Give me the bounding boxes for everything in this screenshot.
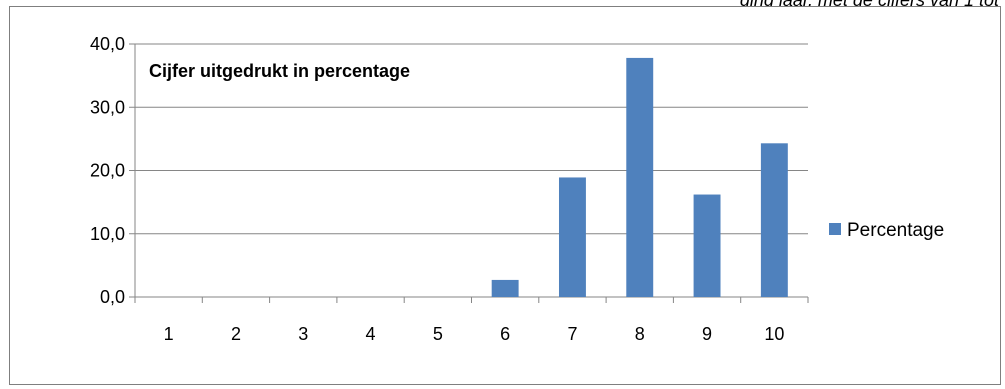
chart-frame [9, 6, 1001, 385]
header-strip: ging jaar, met de cijfers van 1 tot [0, 0, 1005, 14]
x-tick-label: 5 [433, 324, 443, 344]
tick-labels: 0,0 10,0 20,0 30,0 40,0 1 2 3 4 5 6 7 8 9 10 [90, 34, 784, 344]
x-tick-label: 4 [366, 324, 376, 344]
bar-6 [491, 279, 519, 297]
legend-swatch [829, 223, 841, 235]
x-tick-label: 6 [500, 324, 510, 344]
bar-10 [760, 143, 788, 297]
y-tick-label: 40,0 [90, 34, 125, 54]
x-tick-label: 3 [298, 324, 308, 344]
x-tick-label: 1 [164, 324, 174, 344]
bar-9 [693, 194, 721, 297]
chart-title: Cijfer uitgedrukt in percentage [149, 61, 410, 81]
y-tick-label: 20,0 [90, 161, 125, 181]
y-tick-label: 30,0 [90, 97, 125, 117]
legend-label-percentage: Percentage [847, 220, 944, 241]
y-tick-label: 10,0 [90, 224, 125, 244]
bars [491, 57, 788, 297]
x-tick-label: 10 [764, 324, 784, 344]
x-tick-label: 7 [567, 324, 577, 344]
x-tick-label: 2 [231, 324, 241, 344]
x-tick-label: 8 [635, 324, 645, 344]
header-partial-text: ging jaar, met de cijfers van 1 tot [739, 0, 999, 10]
bar-7 [558, 177, 586, 297]
legend: Percentage [829, 220, 944, 241]
y-tick-label: 0,0 [100, 287, 125, 307]
bar-8 [626, 57, 654, 297]
x-tick-label: 9 [702, 324, 712, 344]
